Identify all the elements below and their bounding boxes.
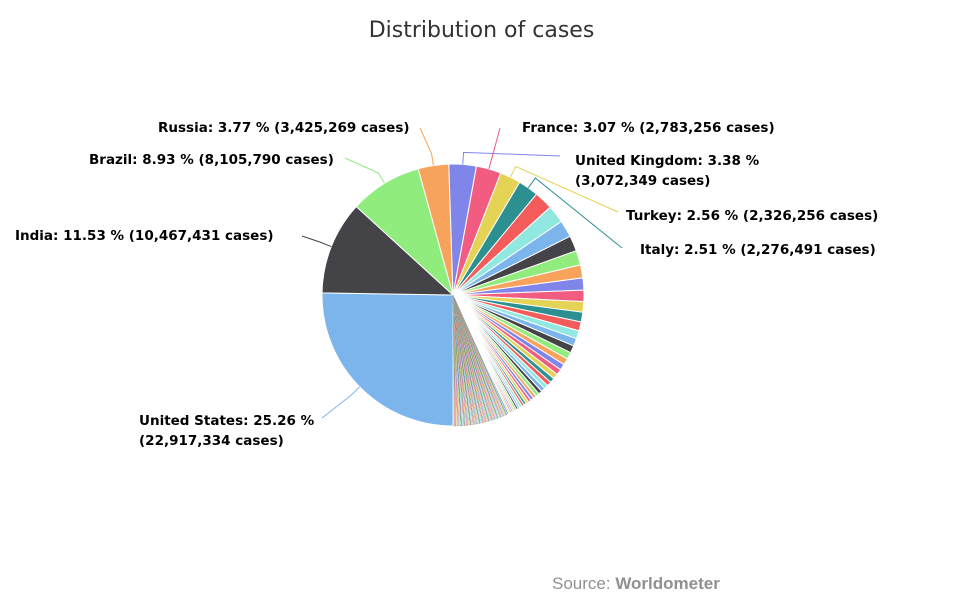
connector-line: [419, 127, 434, 166]
data-label-line: India: 11.53 % (10,467,431 cases): [15, 228, 274, 244]
data-label-united-states: United States: 25.26 % (22,917,334 cases): [139, 411, 314, 451]
data-label-line: Turkey: 2.56 % (2,326,256 cases): [626, 208, 879, 224]
data-label-line: Brazil: 8.93 % (8,105,790 cases): [89, 152, 334, 168]
data-label-italy: Italy: 2.51 % (2,276,491 cases): [640, 240, 876, 260]
data-label-line: France: 3.07 % (2,783,256 cases): [522, 120, 775, 136]
data-label-united-kingdom: United Kingdom: 3.38 % (3,072,349 cases): [575, 151, 759, 191]
connector-line: [527, 177, 623, 249]
connector-line: [462, 151, 561, 165]
data-label-line: (3,072,349 cases): [575, 173, 711, 189]
data-label-line: Russia: 3.77 % (3,425,269 cases): [158, 120, 410, 136]
source-credit[interactable]: Source: Worldometer: [552, 574, 720, 594]
data-label-brazil: Brazil: 8.93 % (8,105,790 cases): [89, 150, 334, 170]
data-label-turkey: Turkey: 2.56 % (2,326,256 cases): [626, 206, 878, 226]
pie-slice-united-states[interactable]: [321, 292, 454, 427]
pie-slice[interactable]: [452, 294, 455, 427]
connector-line: [509, 165, 619, 213]
chart-title: Distribution of cases: [368, 18, 595, 43]
data-label-line: Italy: 2.51 % (2,276,491 cases): [640, 242, 876, 258]
data-label-india: India: 11.53 % (10,467,431 cases): [15, 226, 274, 246]
data-label-line: (22,917,334 cases): [139, 433, 284, 449]
source-prefix: Source:: [552, 574, 616, 593]
connector-line: [321, 386, 360, 419]
connector-line: [301, 235, 332, 248]
connector-line: [488, 127, 501, 170]
data-label-france: France: 3.07 % (2,783,256 cases): [522, 118, 775, 138]
data-label-line: United States: 25.26 %: [139, 413, 315, 429]
connector-line: [344, 157, 386, 184]
data-label-russia: Russia: 3.77 % (3,425,269 cases): [158, 118, 410, 138]
data-label-line: United Kingdom: 3.38 %: [575, 153, 760, 169]
source-name[interactable]: Worldometer: [615, 574, 720, 593]
